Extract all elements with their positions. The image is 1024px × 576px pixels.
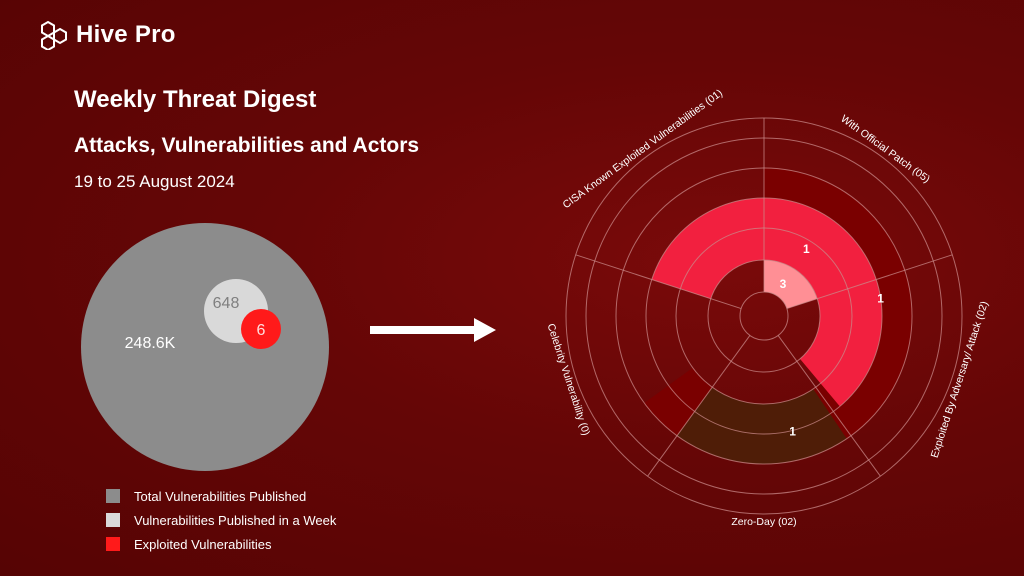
brand-logo: Hive Pro bbox=[40, 20, 176, 50]
polar-category-label-4: CISA Known Exploited Vulnerabilities (01… bbox=[561, 87, 725, 211]
value-label-outer-patch: 1 bbox=[877, 292, 884, 306]
hive-hexagon-icon bbox=[41, 20, 67, 50]
bubble-total-label: 248.6K bbox=[125, 335, 176, 352]
polar-chart: 3 1 1 1 With Official Patch (05) Exploited B… bbox=[545, 87, 991, 528]
legend-label-week: Vulnerabilities Published in a Week bbox=[134, 512, 337, 528]
bubble-total bbox=[81, 223, 329, 471]
page-title: Weekly Threat Digest bbox=[74, 86, 317, 113]
polar-spoke-1 bbox=[786, 254, 953, 310]
brand-name: Hive Pro bbox=[76, 21, 176, 48]
polar-category-label-2: Zero-Day (02) bbox=[731, 516, 796, 528]
value-label-zero-day: 1 bbox=[789, 424, 796, 438]
polar-category-label-3: Celebrity Vulnerability (0) bbox=[545, 322, 593, 437]
bubble-week-label: 648 bbox=[213, 295, 240, 312]
arrow-right-icon bbox=[370, 318, 496, 342]
legend-swatch-exploited bbox=[106, 537, 120, 551]
legend-item-exploited: Exploited Vulnerabilities bbox=[106, 532, 336, 556]
value-label-middle-patch: 1 bbox=[803, 242, 810, 256]
page-subtitle: Attacks, Vulnerabilities and Actors bbox=[74, 134, 420, 157]
bubble-legend: Total Vulnerabilities Published Vulnerab… bbox=[106, 484, 336, 556]
date-range: 19 to 25 August 2024 bbox=[74, 172, 235, 191]
polar-spoke-2 bbox=[777, 335, 881, 477]
bubble-exploited-label: 6 bbox=[257, 322, 266, 339]
legend-label-exploited: Exploited Vulnerabilities bbox=[134, 536, 272, 552]
value-label-inner-patch: 3 bbox=[780, 277, 787, 291]
ring-inner-patch bbox=[764, 260, 818, 309]
ring-zero-day bbox=[677, 387, 847, 464]
legend-item-total: Total Vulnerabilities Published bbox=[106, 484, 336, 508]
polar-grid-ring-0 bbox=[739, 291, 789, 341]
polar-category-label-0: With Official Patch (05) bbox=[838, 113, 932, 186]
legend-swatch-total bbox=[106, 489, 120, 503]
ring-middle-patch bbox=[764, 198, 882, 407]
legend-label-total: Total Vulnerabilities Published bbox=[134, 488, 307, 504]
bubble-chart: 248.6K 648 6 bbox=[81, 223, 329, 471]
polar-category-label-1: Exploited By Adversary/ Attack (02) bbox=[929, 300, 991, 460]
bubble-exploited bbox=[241, 309, 281, 349]
polar-spoke-3 bbox=[647, 335, 751, 477]
legend-item-week: Vulnerabilities Published in a Week bbox=[106, 508, 336, 532]
polar-spoke-4 bbox=[575, 254, 742, 310]
legend-swatch-week bbox=[106, 513, 120, 527]
